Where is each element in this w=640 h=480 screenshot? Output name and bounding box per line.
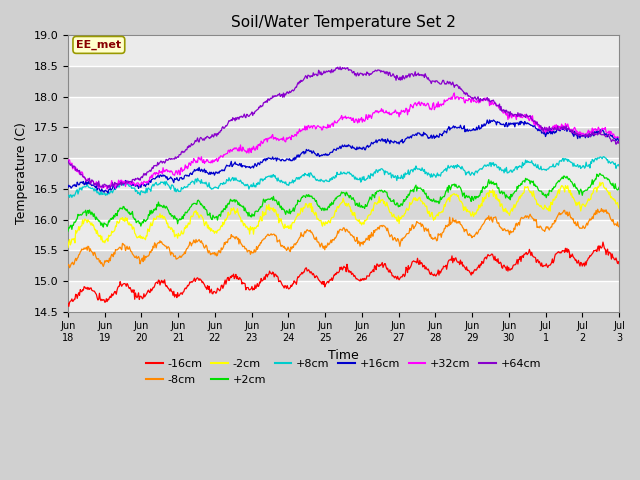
Bar — [68, 281, 619, 312]
Y-axis label: Temperature (C): Temperature (C) — [15, 122, 28, 225]
Bar — [68, 36, 619, 66]
Bar — [68, 250, 619, 281]
X-axis label: Time: Time — [328, 348, 359, 361]
Title: Soil/Water Temperature Set 2: Soil/Water Temperature Set 2 — [231, 15, 456, 30]
Bar — [68, 5, 619, 36]
Text: EE_met: EE_met — [76, 40, 122, 50]
Legend: -16cm, -8cm, -2cm, +2cm, +8cm, +16cm, +32cm, +64cm: -16cm, -8cm, -2cm, +2cm, +8cm, +16cm, +3… — [142, 355, 545, 389]
Bar — [68, 66, 619, 97]
Bar — [68, 219, 619, 250]
Bar — [68, 128, 619, 158]
Bar — [68, 97, 619, 128]
Bar — [68, 189, 619, 219]
Bar — [68, 158, 619, 189]
